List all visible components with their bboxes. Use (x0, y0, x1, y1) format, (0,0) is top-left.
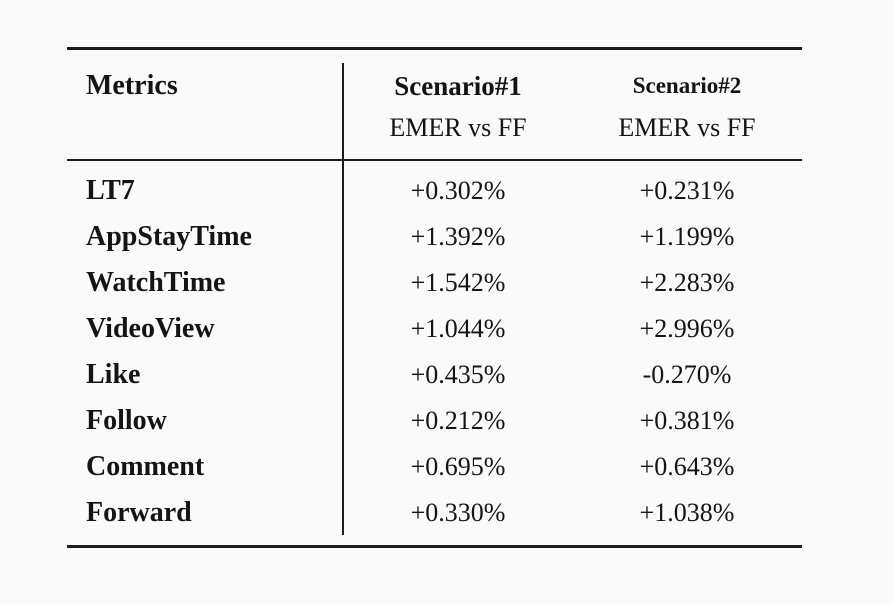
table-row: LT7 +0.302% +0.231% (67, 168, 802, 214)
table-mid-rule (67, 159, 802, 161)
metric-name: LT7 (86, 175, 135, 206)
scenario1-value: +0.302% (410, 176, 506, 205)
metric-name: WatchTime (86, 267, 226, 298)
table-bottom-rule (67, 545, 802, 548)
header-scenario-1-subtitle: EMER vs FF (389, 113, 527, 142)
scenario2-value: +0.231% (639, 176, 735, 205)
table-row: VideoView +1.044% +2.996% (67, 306, 802, 352)
metric-name: Comment (86, 451, 205, 482)
table-header-row: Metrics Scenario#1 EMER vs FF Scenario#2… (67, 50, 802, 159)
table-row: Follow +0.212% +0.381% (67, 398, 802, 444)
header-metrics: Metrics (86, 70, 178, 101)
scenario1-value: +1.542% (410, 268, 506, 297)
scenario1-value: +1.044% (410, 314, 506, 343)
table-top-rule (67, 47, 802, 50)
scenario2-value: +1.038% (639, 498, 735, 527)
scenario1-value: +0.435% (410, 360, 506, 389)
table-row: Like +0.435% -0.270% (67, 352, 802, 398)
metric-name: Forward (86, 497, 192, 528)
scenario2-value: +0.381% (639, 406, 735, 435)
scenario2-value: +0.643% (639, 452, 735, 481)
scenario2-value: +1.199% (639, 222, 735, 251)
scenario2-value: +2.283% (639, 268, 735, 297)
header-scenario-1: Scenario#1 EMER vs FF (344, 65, 572, 159)
scenario2-value: -0.270% (642, 360, 732, 389)
header-scenario-2: Scenario#2 EMER vs FF (572, 65, 802, 159)
scenario1-value: +0.212% (410, 406, 506, 435)
header-scenario-2-title: Scenario#2 (632, 73, 742, 98)
column-separator-line (342, 63, 344, 535)
scenario1-value: +1.392% (410, 222, 506, 251)
metric-name: VideoView (86, 313, 215, 344)
metric-name: AppStayTime (86, 221, 252, 252)
table-body-area: Metrics Scenario#1 EMER vs FF Scenario#2… (67, 50, 802, 545)
table-row: AppStayTime +1.392% +1.199% (67, 214, 802, 260)
table-row: Comment +0.695% +0.643% (67, 444, 802, 490)
table-row: Forward +0.330% +1.038% (67, 490, 802, 536)
scenario2-value: +2.996% (639, 314, 735, 343)
metric-name: Follow (86, 405, 167, 436)
scenario1-value: +0.330% (410, 498, 506, 527)
table-row: WatchTime +1.542% +2.283% (67, 260, 802, 306)
metrics-comparison-table: Metrics Scenario#1 EMER vs FF Scenario#2… (67, 47, 802, 548)
header-scenario-2-subtitle: EMER vs FF (618, 113, 756, 142)
scenario1-value: +0.695% (410, 452, 506, 481)
metric-name: Like (86, 359, 141, 390)
header-scenario-1-title: Scenario#1 (394, 71, 522, 101)
table-rows: LT7 +0.302% +0.231% AppStayTime +1.392% … (67, 161, 802, 545)
